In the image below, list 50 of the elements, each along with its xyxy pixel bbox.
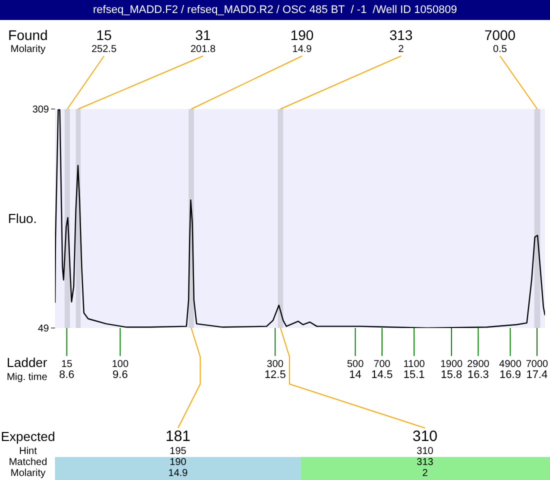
text: Molarity (10, 44, 46, 55)
annotation: 14.9 (292, 44, 312, 55)
text: 14.9 (168, 468, 188, 479)
text: 195 (170, 446, 187, 457)
text: 313 (416, 457, 434, 468)
text: 1900 (440, 359, 464, 370)
text: 500 (346, 359, 364, 370)
band-label: 7000 (484, 27, 516, 43)
band-label: 313 (389, 27, 413, 43)
x-tick-label: 12.5 (264, 368, 286, 381)
annotation: 0.5 (493, 44, 508, 55)
x-tick-label: 9.6 (112, 368, 128, 381)
annotation: 181 (165, 428, 191, 445)
x-axis-title: Mig. time (6, 372, 48, 383)
text: 2900 (467, 359, 490, 370)
text: 7000 (526, 359, 549, 370)
text: Expected (0, 429, 56, 444)
x-tick-label: 8.6 (59, 368, 74, 381)
text: Found (8, 27, 48, 43)
band-label: 15 (96, 27, 112, 43)
x-tick-label: 17.4 (526, 368, 548, 381)
text: Hint (19, 446, 38, 457)
chart-title: refseq_MADD.F2 / refseq_MADD.R2 / OSC 485 BT / -1 /Well ID 1050809 (0, 0, 550, 20)
annotation: 201.8 (190, 44, 216, 55)
text: 300 (266, 359, 284, 370)
text: 100 (112, 359, 129, 370)
y-tick-label: 49 (38, 324, 50, 335)
band-label: 190 (290, 27, 314, 43)
x-tick-label: 16.3 (467, 368, 489, 381)
text: Ladder (6, 355, 48, 370)
x-tick-label: 14.5 (371, 368, 393, 381)
annotation: 252.5 (91, 44, 117, 55)
band-label: 31 (195, 27, 211, 43)
text: Matched (8, 457, 48, 468)
text: 2 (422, 468, 428, 479)
x-tick-label: 15.8 (440, 368, 462, 381)
annotation: 310 (412, 428, 438, 445)
text: 700 (374, 359, 391, 370)
x-tick-label: 14 (349, 368, 362, 381)
text: 190 (170, 457, 187, 468)
text: 310 (416, 446, 434, 457)
text: Molarity (10, 468, 46, 479)
y-tick-label: 309 (32, 104, 50, 116)
x-tick-label: 15.1 (403, 368, 425, 381)
text: 1100 (403, 359, 426, 370)
x-tick-label: 16.9 (500, 368, 521, 381)
text: 15 (61, 359, 73, 370)
text: 4900 (499, 359, 522, 370)
annotation: 2 (398, 44, 404, 55)
y-axis-title: Fluo. (8, 211, 37, 226)
